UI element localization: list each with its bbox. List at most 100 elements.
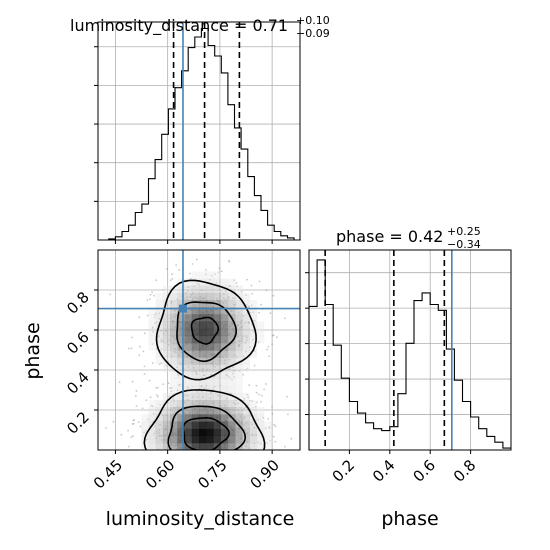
joint-density-cell xyxy=(162,392,171,401)
joint-xtick-label-1: 0.60 xyxy=(142,456,178,492)
joint-density-cell xyxy=(184,321,193,329)
joint-sample-point xyxy=(272,435,275,438)
joint-sample-point xyxy=(153,432,156,435)
joint-sample-point xyxy=(225,398,228,400)
joint-density-cell xyxy=(242,428,250,437)
joint-density-cell xyxy=(256,435,265,444)
joint-density-cell xyxy=(199,364,207,372)
joint-sample-point xyxy=(171,273,173,276)
joint-density-cell xyxy=(155,400,164,408)
joint-density-cell xyxy=(191,292,200,301)
joint-density-cell xyxy=(206,400,214,408)
joint-sample-point xyxy=(130,436,133,438)
hist-phase-xtick-label-0: 0.2 xyxy=(329,456,359,486)
joint-contour-mode1-level1 xyxy=(167,405,247,450)
joint-sample-point xyxy=(238,369,241,372)
joint-density-cell xyxy=(177,357,185,365)
joint-density-cell xyxy=(162,435,171,444)
joint-sample-point xyxy=(236,285,239,288)
joint-sample-point xyxy=(198,283,201,286)
joint-density-cell xyxy=(227,285,236,294)
joint-density-cell xyxy=(162,400,171,408)
joint-sample-point xyxy=(127,429,129,432)
joint-density-cell xyxy=(206,371,214,379)
joint-density-cell xyxy=(199,342,207,351)
joint-density-cell xyxy=(184,328,193,337)
joint-density-cell xyxy=(184,314,193,322)
joint-density-cell xyxy=(242,435,250,444)
joint-density-cell xyxy=(256,421,265,429)
joint-density-cell xyxy=(242,300,250,308)
hist-luminosity-distance-panel: luminosity_distance = 0.71 +0.10 −0.09 xyxy=(70,14,330,244)
joint-sample-point xyxy=(245,304,248,306)
joint-density-cell xyxy=(162,285,171,294)
joint-sample-point xyxy=(258,311,260,314)
joint-sample-point xyxy=(196,391,198,393)
joint-sample-point xyxy=(171,277,174,280)
joint-density-cell xyxy=(220,278,229,287)
joint-sample-point xyxy=(229,392,231,394)
joint-sample-point xyxy=(240,290,243,293)
joint-sample-point xyxy=(213,375,216,378)
joint-density-cell xyxy=(235,342,243,351)
joint-density-cell xyxy=(162,350,171,358)
joint-density-panel: 0.45 0.60 0.75 0.90 0.2 0.4 0.6 0.8 luminosity_… xyxy=(22,249,301,530)
joint-density-cell xyxy=(148,307,157,315)
joint-sample-point xyxy=(226,375,229,377)
joint-sample-point xyxy=(135,405,138,407)
joint-density-cell xyxy=(220,414,229,422)
joint-sample-point xyxy=(255,384,258,387)
joint-sample-point xyxy=(156,386,159,389)
joint-sample-point xyxy=(127,347,130,350)
joint-density-cell xyxy=(177,407,185,415)
joint-sample-point xyxy=(264,427,267,430)
joint-density-cell xyxy=(199,378,207,387)
joint-density-cell xyxy=(249,421,258,429)
joint-density-cell xyxy=(213,357,221,365)
joint-density-cell xyxy=(141,421,149,429)
joint-density-cell xyxy=(199,350,207,358)
joint-sample-point xyxy=(109,293,112,296)
joint-sample-point xyxy=(220,270,223,273)
joint-density-cell xyxy=(155,414,164,422)
joint-density-cell xyxy=(170,285,178,294)
joint-sample-point xyxy=(146,299,149,301)
joint-sample-point xyxy=(261,394,263,397)
joint-density-cell xyxy=(227,428,236,437)
joint-density-cell xyxy=(206,407,214,415)
joint-density-cell xyxy=(162,314,171,322)
joint-sample-point xyxy=(190,277,192,280)
joint-sample-point xyxy=(169,387,171,389)
joint-sample-point xyxy=(172,398,175,400)
joint-density-cell xyxy=(170,428,178,437)
joint-sample-point xyxy=(145,399,148,402)
joint-density-cell xyxy=(155,407,164,415)
joint-density-cell xyxy=(162,421,171,429)
joint-density-cell xyxy=(213,435,221,444)
joint-density-cell xyxy=(170,421,178,429)
joint-density-cell xyxy=(220,392,229,401)
hist-ld-title: luminosity_distance = 0.71 xyxy=(70,16,288,36)
joint-density-cell xyxy=(184,428,193,437)
joint-sample-point xyxy=(166,303,169,306)
joint-density-cell xyxy=(227,328,236,337)
joint-density-cell xyxy=(191,300,200,308)
joint-density-cell xyxy=(170,378,178,387)
joint-density-cell xyxy=(206,385,214,394)
joint-sample-point xyxy=(149,293,152,296)
joint-density-cell xyxy=(235,378,243,387)
joint-density-cell xyxy=(148,328,157,337)
joint-density-cell xyxy=(249,442,258,450)
joint-sample-point xyxy=(246,367,249,370)
hist-ld-title-plus: +0.10 xyxy=(296,14,330,27)
joint-density-cell xyxy=(177,321,185,329)
joint-sample-point xyxy=(269,312,272,315)
joint-density-cell xyxy=(249,428,258,437)
joint-density-cell xyxy=(199,421,207,429)
joint-sample-point xyxy=(252,338,254,341)
joint-density-cell xyxy=(170,335,178,344)
joint-sample-point xyxy=(160,340,163,343)
joint-density-cell xyxy=(213,342,221,351)
joint-sample-point xyxy=(162,383,165,386)
hist-phase-title: phase = 0.42 xyxy=(336,227,443,246)
